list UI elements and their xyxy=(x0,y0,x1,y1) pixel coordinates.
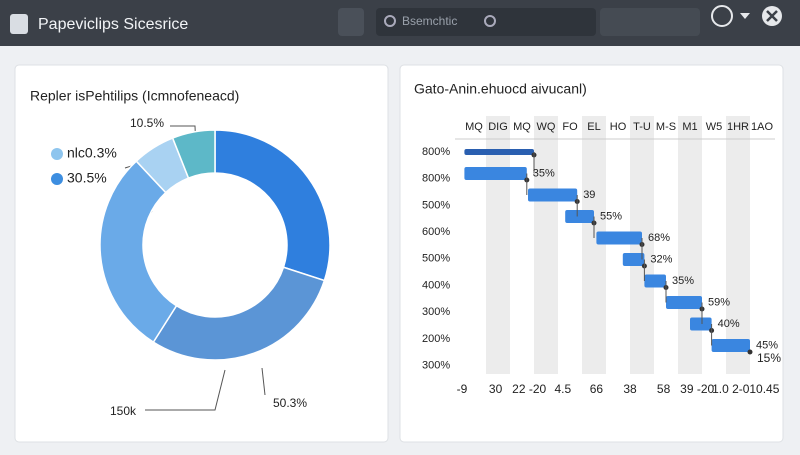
x-label: 38 xyxy=(623,382,637,396)
gantt-title: Gato-Anin.ehuocd aivucanl) xyxy=(414,81,587,97)
row-label: 200% xyxy=(422,333,450,345)
column-header: 1HR xyxy=(727,121,749,133)
gantt-annotation: 15% xyxy=(757,351,781,365)
column-header: M1 xyxy=(682,121,697,133)
column-stripe xyxy=(486,116,510,374)
x-label: 10.45 xyxy=(749,382,779,396)
column-stripe xyxy=(582,116,606,374)
x-label: 4.5 xyxy=(554,382,571,396)
task-label: 59% xyxy=(708,296,730,308)
close-x xyxy=(766,10,778,22)
column-header: M-S xyxy=(656,121,676,133)
task-bar xyxy=(622,253,645,266)
task-label: 68% xyxy=(648,232,670,244)
task-bar xyxy=(464,149,534,155)
task-label: 35% xyxy=(533,167,555,179)
task-bar xyxy=(666,296,702,309)
app-icon xyxy=(10,14,28,34)
column-header: MQ xyxy=(465,121,483,133)
donut-segment xyxy=(99,160,178,344)
row-label: 800% xyxy=(422,173,450,185)
row-label: 600% xyxy=(422,226,450,238)
column-header: MQ xyxy=(513,121,531,133)
column-stripe xyxy=(534,116,558,374)
task-bar xyxy=(644,274,666,288)
leader-line xyxy=(261,367,266,396)
legend-label: nlc0.3% xyxy=(67,145,117,161)
donut-segment xyxy=(152,266,326,361)
user-menu-caret[interactable] xyxy=(740,13,750,19)
row-label: 300% xyxy=(422,360,450,372)
task-bar xyxy=(528,188,578,202)
column-header: 1AO xyxy=(751,121,773,133)
donut-annotation: 10.5% xyxy=(130,116,164,130)
legend-swatch xyxy=(51,148,63,160)
row-label: 800% xyxy=(422,146,450,158)
column-header: W5 xyxy=(706,121,723,133)
task-bar xyxy=(565,210,594,223)
search-placeholder: Bsemchtic xyxy=(402,14,457,28)
row-label: 500% xyxy=(422,199,450,211)
column-stripe xyxy=(678,116,702,374)
leader-line xyxy=(145,369,226,411)
task-end-dot xyxy=(747,349,753,355)
x-label: -9 xyxy=(457,382,468,396)
task-bar xyxy=(711,339,750,352)
row-label: 400% xyxy=(422,279,450,291)
column-header: HO xyxy=(610,121,627,133)
x-label: 39 -20 xyxy=(680,382,714,396)
search-go[interactable] xyxy=(484,15,496,27)
task-label: 39 xyxy=(583,189,595,201)
task-label: 55% xyxy=(600,210,622,222)
user-icon[interactable] xyxy=(711,5,733,27)
task-label: 40% xyxy=(718,318,740,330)
column-header: FO xyxy=(562,121,578,133)
task-bar xyxy=(464,167,527,180)
donut-segment xyxy=(214,129,331,282)
x-label: 22 -20 xyxy=(512,382,546,396)
task-label: 32% xyxy=(650,253,672,265)
task-bar xyxy=(596,231,642,245)
donut-annotation: 150k xyxy=(110,404,137,418)
column-header: WQ xyxy=(537,121,556,133)
row-label: 500% xyxy=(422,253,450,265)
column-stripe xyxy=(726,116,750,374)
donut-title: Repler isPehtilips (Icmnofeneacd) xyxy=(30,88,239,104)
column-header: DIG xyxy=(488,121,508,133)
toolbar-slot xyxy=(600,8,700,36)
legend-swatch xyxy=(51,173,63,185)
task-bar xyxy=(690,317,712,331)
home-button[interactable] xyxy=(338,8,364,36)
task-label: 45% xyxy=(756,339,778,351)
x-label: 1.0 2-0 xyxy=(712,382,750,396)
row-label: 300% xyxy=(422,306,450,318)
task-label: 35% xyxy=(672,275,694,287)
column-header: T-U xyxy=(633,121,651,133)
donut-annotation: 50.3% xyxy=(273,396,307,410)
donut-segment xyxy=(171,129,216,180)
panel-left xyxy=(14,64,389,443)
x-label: 58 xyxy=(657,382,671,396)
column-header: EL xyxy=(587,121,600,133)
search-icon xyxy=(384,15,396,27)
x-label: 30 xyxy=(489,382,503,396)
header-title: Papeviclips Sicesrice xyxy=(38,16,188,33)
x-label: 66 xyxy=(590,382,604,396)
legend-label: 30.5% xyxy=(67,170,107,186)
